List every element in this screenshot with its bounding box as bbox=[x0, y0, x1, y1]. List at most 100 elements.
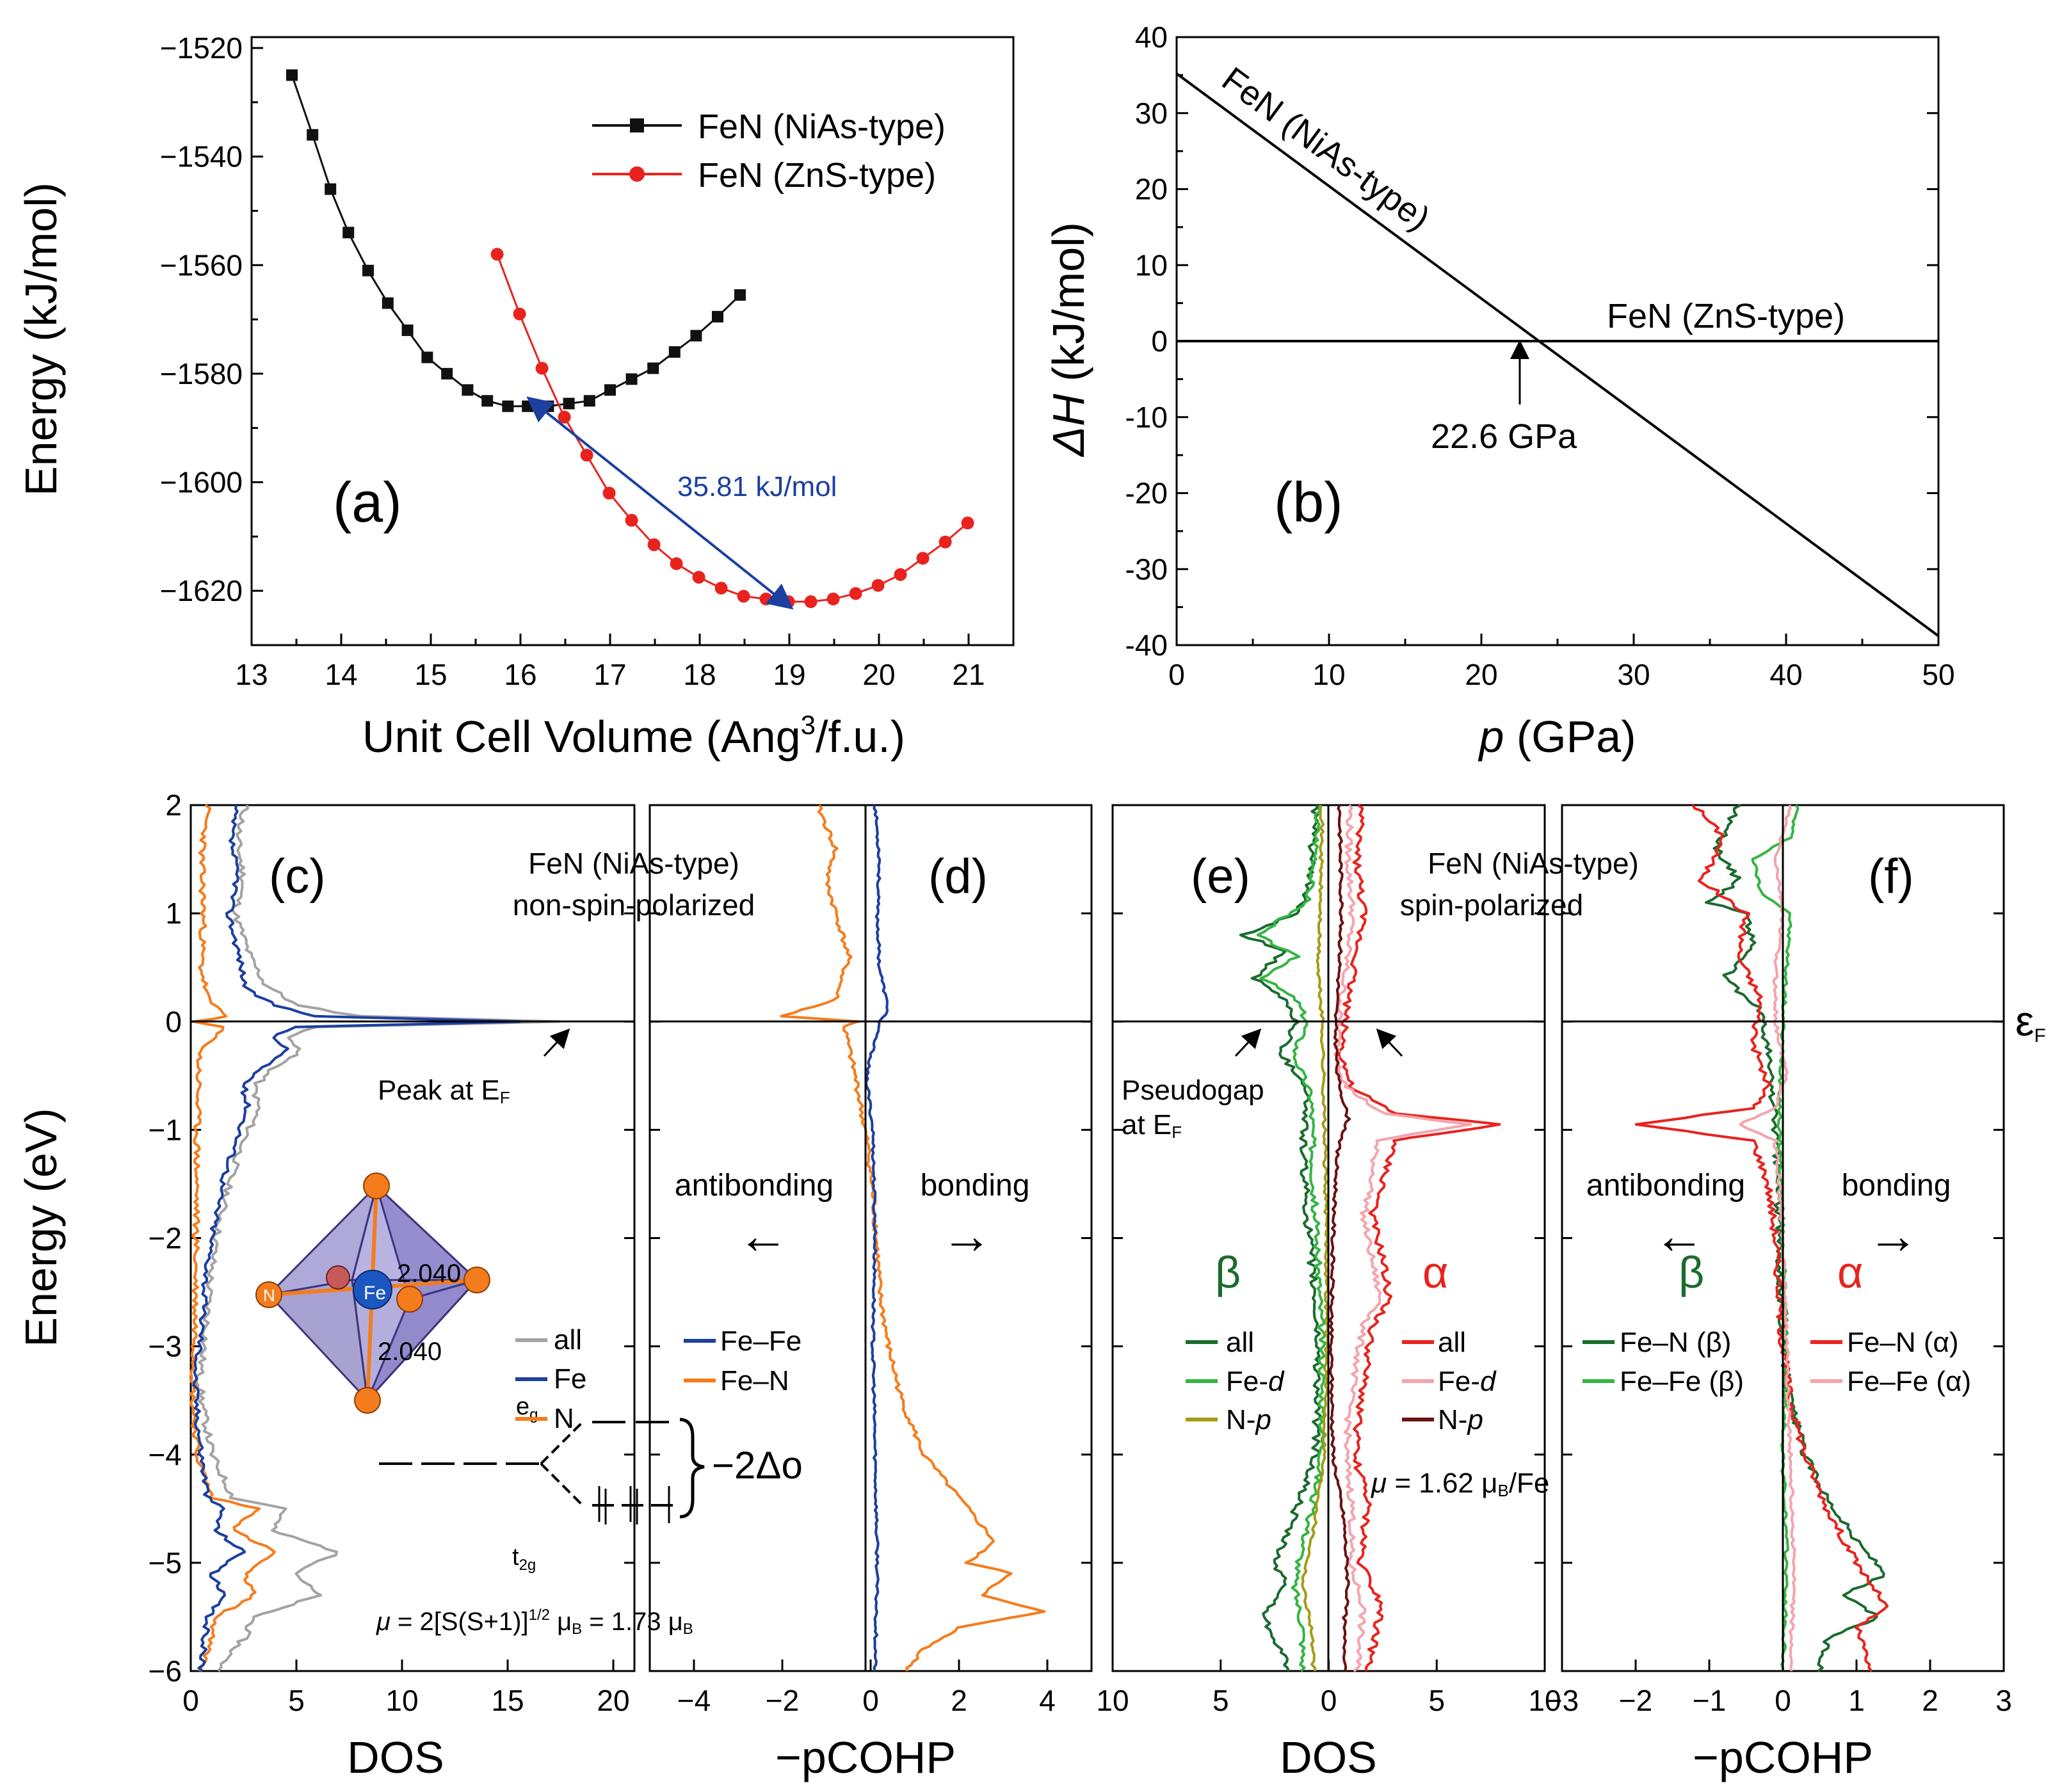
panel-b-xlabel-symbol: p bbox=[1478, 712, 1504, 762]
panel-b-ytick-label: 10 bbox=[1135, 248, 1168, 282]
legend-beta-np-prefix: N- bbox=[1226, 1404, 1255, 1436]
moment-value: = 1.62 μ bbox=[1387, 1468, 1497, 1499]
moment-sub: B bbox=[1497, 1481, 1508, 1500]
formula-result: = 1.73 μ bbox=[582, 1608, 683, 1636]
panel-a-point-zns bbox=[782, 595, 795, 609]
panel-a-point-zns bbox=[670, 557, 683, 570]
panel-d-antibonding-label: antibonding bbox=[675, 1169, 834, 1203]
panel-c-label: (c) bbox=[269, 849, 326, 904]
panel-f-xtick-label: −2 bbox=[1619, 1684, 1652, 1717]
panel-d-xtick-label: 2 bbox=[951, 1684, 967, 1717]
panel-c-xtick-label: 15 bbox=[491, 1684, 524, 1717]
formula-sup: 1/2 bbox=[529, 1606, 550, 1624]
panel-e-series bbox=[1239, 804, 1501, 1672]
panel-f-ticks: −3 −2 −1 0 1 2 3 bbox=[1545, 804, 2012, 1717]
panel-e-xtick-label: 10 bbox=[1528, 1684, 1561, 1717]
energy-ev-ylabel: Energy (eV) bbox=[16, 1108, 66, 1347]
panel-a-xtick-label: 13 bbox=[235, 658, 268, 691]
panel-d-bonding-label: bonding bbox=[921, 1169, 1030, 1203]
panel-c-legend: all Fe N bbox=[515, 1324, 586, 1434]
panel-f-label: (f) bbox=[1868, 849, 1914, 904]
panel-b-ytick-label: 0 bbox=[1151, 324, 1168, 358]
panel-a-xlabel-end: /f.u.) bbox=[816, 712, 905, 762]
panel-a-point-zns bbox=[490, 248, 504, 261]
panel-f-beta-label: β bbox=[1679, 1247, 1704, 1297]
n-atom-bottom bbox=[354, 1387, 381, 1414]
panel-b-zns-line-label: FeN (ZnS-type) bbox=[1607, 297, 1845, 335]
panel-e-xtick-label: 10 bbox=[1096, 1684, 1129, 1717]
panel-a-point-zns bbox=[737, 589, 750, 603]
panel-c-xtick-label: 20 bbox=[597, 1684, 629, 1717]
panel-e-pseudogap-line2: at EF bbox=[1122, 1109, 1182, 1142]
panel-a-point-nias bbox=[307, 129, 319, 141]
legend-label-fefe-beta: Fe–Fe (β) bbox=[1620, 1366, 1744, 1397]
splitting-t2g-connector bbox=[540, 1462, 584, 1507]
panel-a-point-nias bbox=[441, 367, 453, 380]
panel-e-legend-alpha: all Fe-d N-p bbox=[1402, 1327, 1497, 1436]
legend-alpha-fed-orbital: d bbox=[1480, 1366, 1497, 1397]
octahedron-face-bottom-left bbox=[267, 1279, 369, 1404]
panel-a-point-nias bbox=[401, 324, 414, 337]
panel-b-ytick-label: -20 bbox=[1125, 477, 1168, 510]
panel-c-xtick-label: 0 bbox=[182, 1684, 199, 1717]
panel-c-series-all bbox=[195, 804, 561, 1672]
panel-b-ytick-label: -30 bbox=[1125, 552, 1168, 586]
panel-c-peak-label: Peak at EF bbox=[378, 1075, 510, 1107]
panel-f-xtick-label: 1 bbox=[1848, 1684, 1865, 1717]
panel-a-point-zns bbox=[647, 538, 661, 552]
t2g-label: t2g bbox=[512, 1544, 536, 1574]
panel-c-xtick-label: 5 bbox=[288, 1684, 305, 1717]
splitting-eg-connector bbox=[540, 1421, 584, 1465]
legend-label-fefe: Fe–Fe bbox=[720, 1325, 801, 1357]
fermi-level-symbol: ε bbox=[2015, 997, 2034, 1044]
panel-a-ytick-label: −1600 bbox=[160, 466, 243, 499]
panel-c-peak-sub: F bbox=[500, 1088, 510, 1107]
panel-c-peak-arrow bbox=[543, 1028, 570, 1057]
panel-a-ytick-label: −1620 bbox=[160, 574, 243, 607]
panel-a-point-nias bbox=[522, 400, 534, 412]
panel-b-xtick-label: 50 bbox=[1922, 658, 1954, 691]
panel-a-point-zns bbox=[804, 595, 818, 609]
panel-a-ytick-label: −1540 bbox=[160, 140, 243, 173]
panel-a-point-nias bbox=[647, 362, 659, 374]
panel-f-xtick-label: 0 bbox=[1775, 1684, 1791, 1717]
panel-a-xtick-label: 18 bbox=[683, 658, 716, 691]
legend-label-alpha-np: N-p bbox=[1438, 1404, 1483, 1436]
panel-c-ytick-label: 0 bbox=[165, 1005, 182, 1038]
panel-a-point-nias bbox=[604, 384, 616, 396]
panel-a-point-nias bbox=[583, 395, 595, 407]
fe-atom-label: Fe bbox=[364, 1283, 386, 1304]
panel-e-pseudogap-arrow-right bbox=[1376, 1028, 1403, 1057]
panel-a-point-nias bbox=[668, 346, 681, 358]
panel-e-series-beta-all bbox=[1239, 804, 1322, 1672]
panel-d-xtick-label: −4 bbox=[677, 1684, 711, 1717]
panel-b-ytick-label: 40 bbox=[1135, 20, 1168, 54]
panel-a-label: (a) bbox=[333, 470, 402, 534]
panel-b-ylabel-units: (kJ/mol) bbox=[1043, 222, 1093, 394]
formula-unit: μ bbox=[550, 1608, 572, 1636]
panel-e-series-beta-fed bbox=[1256, 804, 1326, 1672]
legend-label-fen-beta: Fe–N (β) bbox=[1620, 1327, 1731, 1358]
panel-a-point-zns bbox=[916, 552, 930, 565]
legend-label-beta-np: N-p bbox=[1226, 1404, 1271, 1436]
formula-mu: μ bbox=[376, 1608, 391, 1636]
panel-a-point-zns bbox=[602, 486, 616, 500]
fen6-octahedron-inset: Fe N 2.040 2.040 bbox=[255, 1172, 490, 1414]
panel-c-ytick-label: −1 bbox=[149, 1113, 182, 1146]
panel-a-frame bbox=[250, 36, 1015, 646]
panel-f-title-line2: spin-polarized bbox=[1400, 888, 1583, 922]
panel-a-xlabel: Unit Cell Volume (Ang3/f.u.) bbox=[362, 710, 905, 762]
panel-e-series-alpha-all bbox=[1337, 804, 1501, 1672]
panel-b-xlabel: p (GPa) bbox=[1478, 712, 1636, 762]
panel-a-energy-difference-arrow bbox=[526, 396, 794, 610]
panel-a-point-zns bbox=[759, 592, 773, 605]
panel-a-ytick-label: −1560 bbox=[160, 248, 243, 282]
legend-marker-zns bbox=[629, 166, 645, 182]
panel-d-frame bbox=[648, 804, 1093, 1672]
panel-c-ytick-label: 2 bbox=[165, 788, 182, 822]
legend-alpha-fed-prefix: Fe- bbox=[1438, 1366, 1480, 1397]
panel-a-point-zns bbox=[961, 516, 974, 530]
panel-e-series-alpha-np bbox=[1328, 804, 1351, 1672]
